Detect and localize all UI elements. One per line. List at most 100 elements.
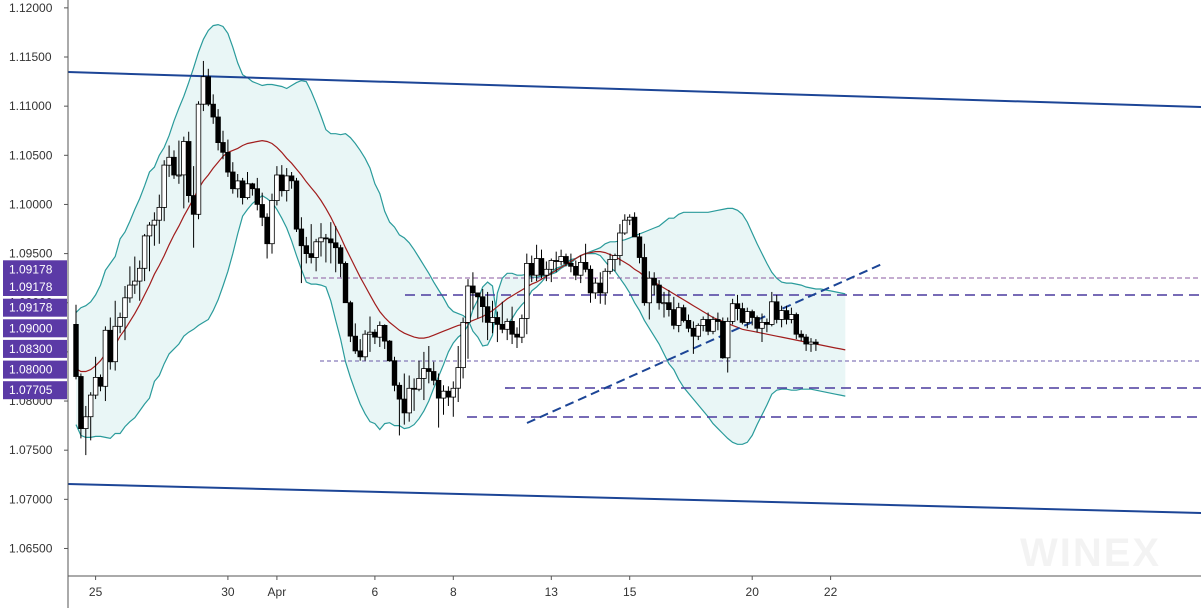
candle-body	[411, 387, 417, 390]
candle-body	[225, 151, 231, 173]
candle-body	[661, 302, 667, 305]
candle	[88, 392, 94, 441]
price-label-text: 1.09178	[9, 280, 53, 294]
candle-body	[479, 296, 486, 307]
price-label-text: 1.08000	[9, 363, 53, 377]
candle	[548, 258, 554, 283]
candle	[636, 232, 643, 264]
candle-body	[646, 277, 652, 304]
candle-body	[244, 183, 251, 199]
candle	[122, 286, 128, 341]
candle-body	[97, 376, 104, 387]
candle	[656, 280, 662, 310]
candle-body	[631, 216, 638, 238]
candle	[519, 314, 525, 344]
candle-body	[220, 142, 226, 153]
candle-body	[323, 237, 329, 240]
candle-body	[249, 183, 256, 190]
candle-body	[254, 188, 260, 205]
candle-body	[573, 265, 579, 276]
x-tick-label: 30	[221, 585, 235, 599]
candle-body	[494, 317, 501, 325]
bollinger-upper-line	[75, 23, 846, 347]
candle-body	[710, 319, 716, 332]
y-tick-label: 1.07000	[9, 492, 53, 506]
candle-body	[166, 156, 172, 166]
candle	[205, 68, 211, 107]
candle-body	[729, 303, 736, 322]
candle	[73, 304, 79, 380]
candle-body	[734, 303, 741, 310]
candle	[342, 261, 349, 304]
candle-body	[151, 219, 158, 226]
candle-body	[671, 309, 677, 326]
candle	[244, 172, 251, 200]
candle-body	[401, 398, 407, 414]
candle	[582, 243, 589, 273]
candle-body	[627, 216, 633, 221]
candle-body	[92, 376, 99, 396]
candle-body	[460, 321, 466, 368]
candle-body	[725, 320, 731, 359]
candle-body	[592, 282, 599, 294]
candle-body	[259, 204, 265, 218]
candle-body	[426, 368, 432, 372]
candle-body	[788, 314, 795, 320]
candle	[381, 324, 388, 349]
channel-lower-line	[67, 483, 1201, 514]
x-tick-label: 15	[623, 585, 637, 599]
candle-body	[543, 268, 550, 276]
candle-body	[269, 200, 275, 245]
candle-body	[700, 319, 706, 326]
candle	[195, 101, 202, 220]
price-label-box	[3, 381, 67, 400]
candle	[715, 312, 721, 331]
candle-body	[288, 175, 295, 182]
candle-body	[195, 103, 202, 215]
candle	[666, 289, 672, 317]
candle-body	[83, 416, 89, 429]
candle	[617, 224, 623, 266]
candle	[136, 260, 143, 301]
candle	[230, 162, 236, 194]
candle-body	[504, 320, 510, 330]
candle-body	[666, 302, 672, 311]
candle-body	[279, 174, 285, 192]
y-tick-label: 1.11000	[9, 99, 52, 113]
candle	[151, 212, 158, 246]
candle-body	[156, 206, 162, 221]
candle-body	[519, 318, 525, 338]
candle-body	[558, 256, 564, 262]
candle-body	[357, 350, 363, 358]
candle-body	[372, 331, 378, 338]
candle-body	[421, 368, 427, 379]
y-tick-label: 1.06500	[9, 541, 53, 555]
candle	[509, 306, 515, 345]
price-label-box	[3, 278, 67, 296]
candle-body	[450, 387, 456, 398]
candle-body	[303, 245, 309, 254]
candle-body	[774, 301, 780, 320]
candle-body	[386, 340, 393, 362]
candle-body	[715, 319, 721, 322]
candle	[710, 316, 716, 335]
candle-body	[553, 260, 559, 262]
candle-body	[563, 256, 569, 264]
candle-body	[641, 257, 648, 304]
y-tick-label: 1.12000	[9, 1, 53, 15]
candle-body	[141, 235, 148, 269]
candle	[695, 323, 701, 341]
y-tick-label: 1.07500	[9, 443, 53, 457]
candle	[651, 272, 657, 295]
candle-body	[489, 317, 496, 323]
candle-body	[720, 320, 726, 359]
candle-body	[524, 262, 530, 319]
candle	[759, 313, 765, 343]
candle	[475, 292, 481, 319]
candle-body	[136, 267, 143, 282]
candle	[631, 212, 638, 238]
candle	[347, 300, 354, 343]
candle	[543, 261, 550, 282]
price-label: 1.09000	[3, 319, 67, 338]
